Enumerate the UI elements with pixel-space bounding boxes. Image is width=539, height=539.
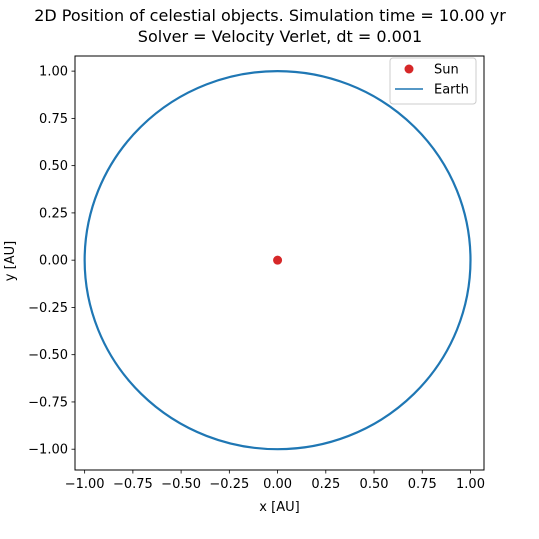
x-tick-label: −0.25 (209, 477, 249, 492)
y-tick-label: −0.50 (28, 348, 68, 363)
y-tick-label: 0.75 (39, 112, 68, 127)
legend-sun-label: Sun (434, 63, 459, 78)
legend-earth-label: Earth (434, 83, 469, 98)
y-tick-label: −0.25 (28, 301, 68, 316)
y-tick-label: 0.00 (39, 254, 68, 269)
y-tick-label: 0.50 (39, 159, 68, 174)
x-tick-label: −0.50 (161, 477, 201, 492)
x-tick-label: −1.00 (65, 477, 105, 492)
legend: Sun Earth (389, 57, 477, 105)
x-tick-label: 0.25 (311, 477, 340, 492)
legend-sun-marker (404, 64, 414, 74)
sun-point (273, 255, 283, 265)
plot-frame (74, 55, 485, 471)
x-axis: −1.00 −0.75 −0.50 −0.25 0.00 0.25 0.50 0.75 1.00 (65, 470, 485, 492)
y-axis: 1.00 0.75 0.50 0.25 0.00 −0.25 −0.50 −0.75 −1.00 (28, 65, 75, 458)
chart-title: 2D Position of celestial objects. Simula… (34, 6, 506, 25)
y-tick-label: 0.25 (39, 206, 68, 221)
y-tick-label: −1.00 (28, 443, 68, 458)
chart-subtitle: Solver = Velocity Verlet, dt = 0.001 (138, 27, 422, 46)
x-tick-label: 0.50 (360, 477, 389, 492)
x-tick-label: 0.75 (408, 477, 437, 492)
x-tick-label: 1.00 (456, 477, 485, 492)
x-tick-label: −0.75 (113, 477, 153, 492)
x-tick-label: 0.00 (263, 477, 292, 492)
x-axis-label: x [AU] (259, 500, 299, 515)
earth-orbit-line (83, 70, 472, 451)
plot-area (83, 70, 472, 451)
y-tick-label: −0.75 (28, 395, 68, 410)
y-axis-label: y [AU] (3, 241, 18, 281)
y-tick-label: 1.00 (39, 65, 68, 80)
